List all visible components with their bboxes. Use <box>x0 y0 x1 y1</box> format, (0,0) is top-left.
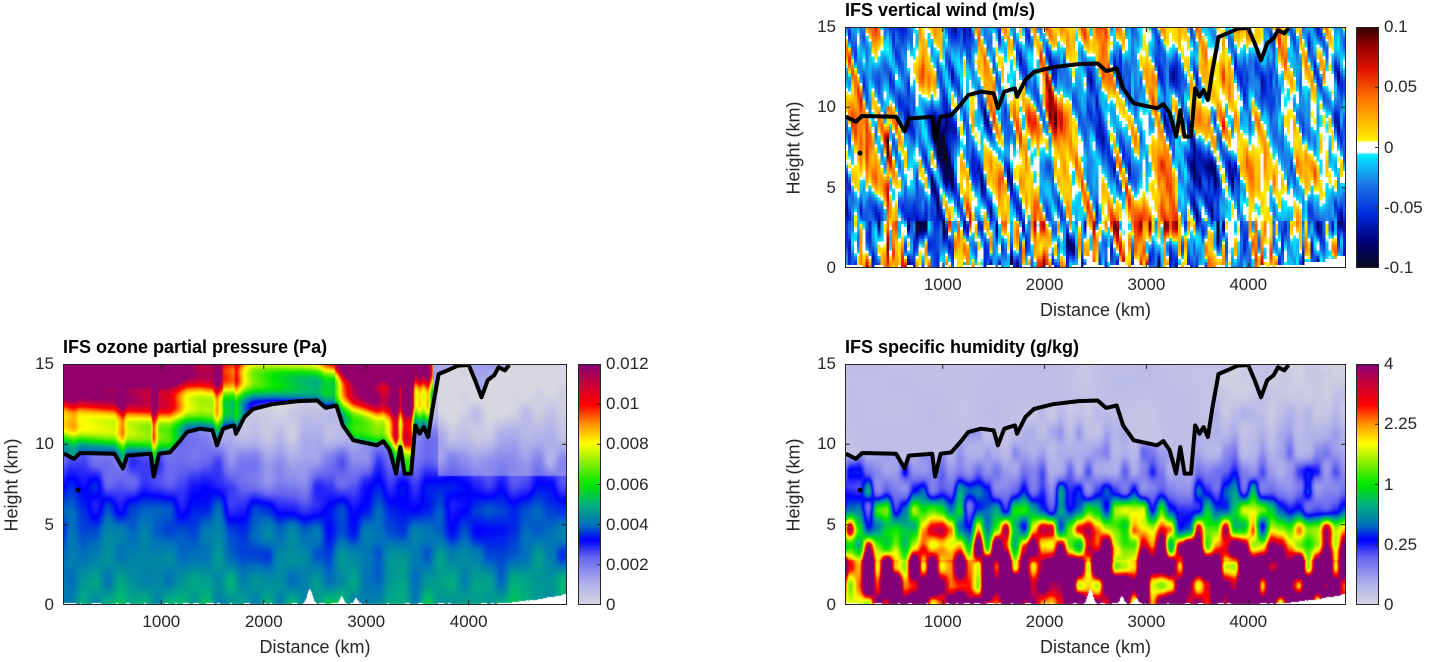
y-tick-label: 10 <box>817 97 836 117</box>
x-axis-label: Distance (km) <box>1039 637 1152 657</box>
colorbar-tick-label: 1 <box>1384 474 1394 494</box>
colorbar-tick-label: 0.012 <box>606 354 649 373</box>
y-tick-label: 10 <box>817 434 836 454</box>
y-tick-label: 5 <box>826 177 836 197</box>
colorbar-tick-label: 0.1 <box>1384 17 1408 36</box>
x-tick-label: 1000 <box>923 612 962 631</box>
humidity-colorbar-frame <box>1356 364 1379 605</box>
tropopause-line <box>63 364 511 479</box>
humidity-colorbar-gradient <box>1356 364 1379 605</box>
axes-box <box>63 364 567 605</box>
tropopause-line <box>845 364 1291 479</box>
axes-box <box>845 27 1346 268</box>
y-axis-label: Height (km) <box>1 437 22 532</box>
y-tick-label: 0 <box>44 595 54 614</box>
vertical-wind-heatmap <box>845 27 1346 268</box>
vertical-wind-colorbar <box>1356 27 1379 268</box>
x-axis-label: Distance (km) <box>1039 300 1152 320</box>
x-tick-label: 4000 <box>1229 612 1268 631</box>
ozone-title: IFS ozone partial pressure (Pa) <box>63 337 328 357</box>
colorbar-tick-label: 0 <box>1384 595 1394 614</box>
y-tick-label: 10 <box>35 434 54 454</box>
colorbar-tick-label: 0.25 <box>1384 534 1418 554</box>
x-tick-label: 3000 <box>1127 612 1166 631</box>
marker-dot <box>75 487 81 493</box>
colorbar-tick-label: 0.004 <box>606 514 649 534</box>
colorbar-tick-label: 0.002 <box>606 554 649 574</box>
y-tick-label: 5 <box>44 514 54 534</box>
humidity-heatmap <box>845 364 1346 605</box>
colorbar-tick-label: 0.01 <box>606 394 640 414</box>
ozone-overlay <box>63 364 567 605</box>
x-tick-label: 2000 <box>244 612 283 631</box>
humidity-colorbar <box>1356 364 1379 605</box>
humidity-title: IFS specific humidity (g/kg) <box>845 337 1080 357</box>
x-tick-label: 3000 <box>347 612 386 631</box>
vertical-wind-overlay <box>845 27 1346 268</box>
colorbar-tick-label: 0 <box>1384 137 1394 157</box>
ozone-colorbar-frame <box>578 364 601 605</box>
y-tick-label: 0 <box>826 258 836 277</box>
colorbar-tick-label: 0.05 <box>1384 77 1418 97</box>
colorbar-tick-label: -0.1 <box>1384 258 1414 277</box>
colorbar-tick-label: 0.008 <box>606 434 649 454</box>
x-tick-label: 3000 <box>1127 275 1166 294</box>
y-tick-label: 15 <box>817 354 836 373</box>
marker-dot <box>857 150 863 156</box>
y-tick-label: 15 <box>35 354 54 373</box>
y-axis-label: Height (km) <box>783 100 804 195</box>
x-axis-label: Distance (km) <box>259 637 371 657</box>
vertical-wind-plot-area <box>845 27 1346 268</box>
colorbar-tick-label: 0 <box>606 595 616 614</box>
colorbar-tick-label: 4 <box>1384 354 1394 373</box>
y-axis-label: Height (km) <box>783 437 804 532</box>
x-tick-label: 4000 <box>1229 275 1268 294</box>
x-tick-label: 1000 <box>142 612 181 631</box>
vertical-wind-colorbar-frame <box>1356 27 1379 268</box>
colorbar-tick-label: -0.05 <box>1384 197 1423 217</box>
x-tick-label: 4000 <box>449 612 488 631</box>
vertical-wind-colorbar-gradient <box>1356 27 1379 268</box>
x-tick-label: 2000 <box>1025 612 1064 631</box>
vertical-wind-title: IFS vertical wind (m/s) <box>845 0 1036 20</box>
y-tick-label: 15 <box>817 17 836 36</box>
ozone-heatmap <box>63 364 567 605</box>
humidity-overlay <box>845 364 1346 605</box>
x-tick-label: 1000 <box>923 275 962 294</box>
ozone-colorbar <box>578 364 601 605</box>
ozone-plot-area <box>63 364 567 605</box>
tropopause-line <box>845 27 1291 142</box>
colorbar-tick-label: 2.25 <box>1384 414 1418 434</box>
x-tick-label: 2000 <box>1025 275 1064 294</box>
axes-box <box>845 364 1346 605</box>
colorbar-tick-label: 0.006 <box>606 474 649 494</box>
marker-dot <box>857 487 863 493</box>
ozone-colorbar-gradient <box>578 364 601 605</box>
y-tick-label: 0 <box>826 595 836 614</box>
humidity-plot-area <box>845 364 1346 605</box>
y-tick-label: 5 <box>826 514 836 534</box>
